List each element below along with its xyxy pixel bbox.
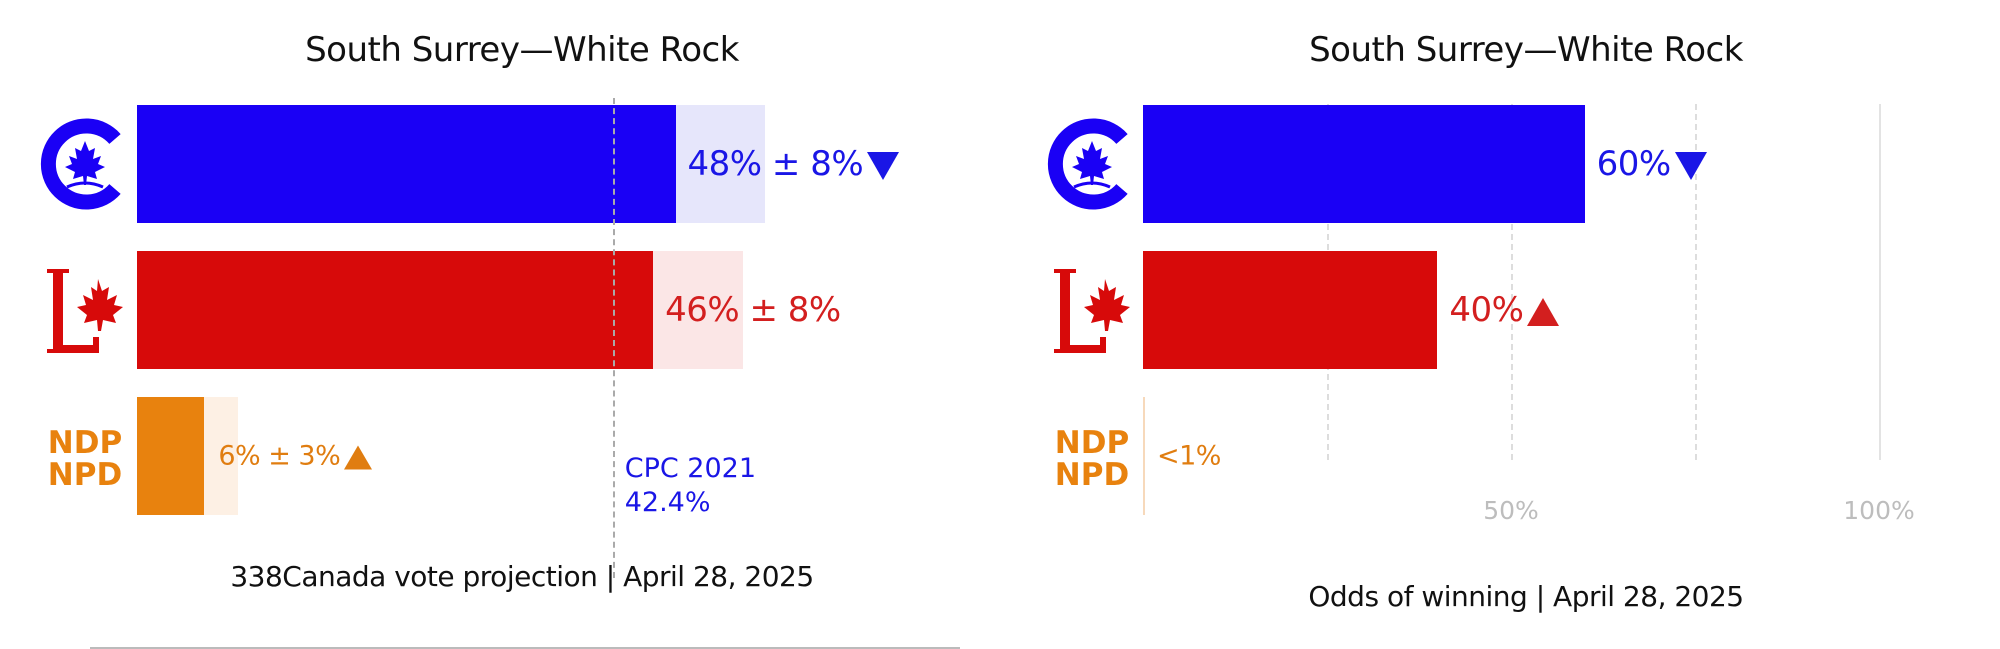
liberal-logo-icon xyxy=(43,265,127,355)
gridline xyxy=(1879,104,1881,460)
bar-ndp xyxy=(137,397,205,515)
bar-ndp xyxy=(1143,397,1145,515)
data-label: <1% xyxy=(1157,441,1221,472)
reference-label-value: 42.4% xyxy=(624,487,711,518)
conservative-logo-icon xyxy=(40,118,127,210)
liberal-logo-icon xyxy=(1050,265,1134,355)
svg-text:NDP: NDP xyxy=(1055,425,1129,461)
odds-of-winning-chart: South Surrey—White Rock 50% 100% 60% 40% NDP… xyxy=(1000,0,2000,648)
vote-projection-chart: South Surrey—White Rock 48% ± 8% 46% ± 8%… xyxy=(0,0,1000,649)
data-label: 46% ± 8% xyxy=(665,290,841,330)
svg-text:NPD: NPD xyxy=(1055,457,1129,493)
data-label-text: 46% ± 8% xyxy=(665,290,841,330)
data-label-text: <1% xyxy=(1157,440,1221,472)
trend-down-icon xyxy=(867,151,900,180)
svg-text:NDP: NDP xyxy=(48,425,122,461)
data-label: 60% xyxy=(1597,144,1707,184)
chart-caption: Odds of winning | April 28, 2025 xyxy=(1308,580,1744,613)
gridline xyxy=(1511,104,1513,460)
trend-up-icon xyxy=(1527,297,1560,326)
conservative-logo-icon xyxy=(1047,118,1134,210)
data-label: 6% ± 3% xyxy=(218,440,373,472)
data-label-text: 48% ± 8% xyxy=(687,144,864,184)
x-tick-label: 50% xyxy=(1483,496,1539,525)
data-label-text: 6% ± 3% xyxy=(218,440,341,472)
bar-cpc xyxy=(137,105,676,223)
chart-title: South Surrey—White Rock xyxy=(1309,30,1743,70)
bar-lpc xyxy=(137,251,654,369)
bar-cpc xyxy=(1143,105,1585,223)
gridline xyxy=(1695,104,1697,460)
data-label-text: 40% xyxy=(1449,290,1524,330)
bar-lpc xyxy=(1143,251,1438,369)
chart-caption: 338Canada vote projection | April 28, 20… xyxy=(230,560,814,593)
x-tick-label: 100% xyxy=(1843,496,1915,525)
data-label-text: 60% xyxy=(1596,144,1672,184)
ndp-logo-icon: NDP NPD xyxy=(43,411,127,501)
reference-label: CPC 2021 42.4% xyxy=(625,452,756,520)
reference-line xyxy=(612,98,615,578)
data-label: 48% ± 8% xyxy=(688,144,900,184)
reference-label-title: CPC 2021 xyxy=(624,453,757,484)
ndp-logo-icon: NDP NPD xyxy=(1050,411,1134,501)
svg-text:NPD: NPD xyxy=(48,457,122,493)
data-label: 40% xyxy=(1449,290,1560,330)
trend-down-icon xyxy=(1674,151,1707,180)
trend-up-icon xyxy=(344,445,373,469)
chart-title: South Surrey—White Rock xyxy=(305,30,739,70)
